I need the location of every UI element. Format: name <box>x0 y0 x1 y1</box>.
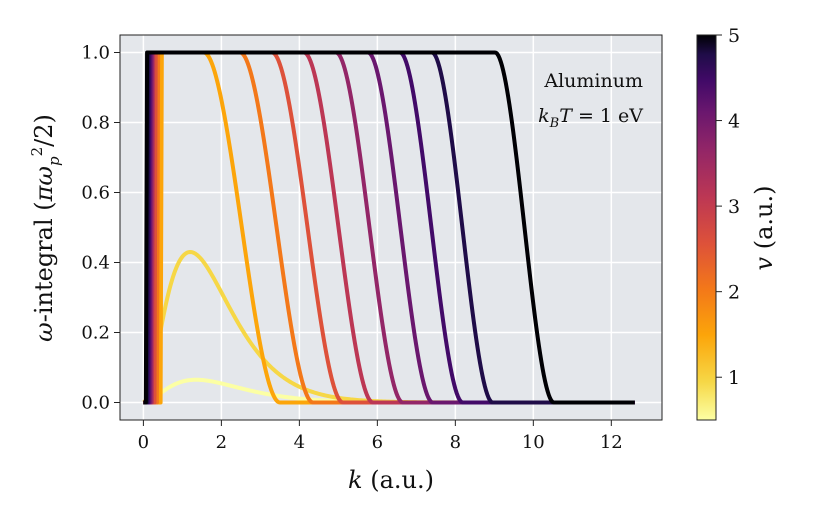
series-line-v=5.5 <box>142 50 636 405</box>
x-axis-label: k (a.u.) <box>348 466 434 494</box>
x-tick-label: 8 <box>450 432 461 453</box>
x-tick-label: 10 <box>522 432 545 453</box>
y-tick-label: 0.6 <box>81 183 110 204</box>
colorbar <box>697 35 716 420</box>
colorbar-tick-label: 3 <box>728 196 740 218</box>
series-group <box>142 50 636 405</box>
annotation-material: Aluminum <box>543 70 643 92</box>
y-tick-label: 1.0 <box>81 43 110 64</box>
y-tick-label: 0.0 <box>81 393 110 414</box>
annotation-temperature: kBT = 1 eV <box>538 105 643 131</box>
y-axis: 0.0 0.2 0.4 0.6 0.8 1.0 <box>81 43 120 414</box>
colorbar-tick-label: 1 <box>728 367 740 389</box>
colorbar-tick-label: 5 <box>728 25 740 47</box>
plot-area <box>120 35 662 420</box>
x-tick-label: 2 <box>216 432 227 453</box>
x-tick-label: 4 <box>294 432 305 453</box>
colorbar-tick-label: 4 <box>728 111 740 133</box>
x-tick-label: 12 <box>600 432 623 453</box>
y-tick-label: 0.2 <box>81 323 110 344</box>
x-tick-label: 6 <box>372 432 383 453</box>
colorbar-label: v (a.u.) <box>750 186 778 271</box>
y-axis-label: ω-integral (πωp2/2) <box>28 114 63 342</box>
colorbar-frame <box>696 34 717 421</box>
colorbar-ticks: 1 2 3 4 5 <box>716 25 740 389</box>
y-tick-label: 0.8 <box>81 113 110 134</box>
x-tick-label: 0 <box>138 432 149 453</box>
y-tick-label: 0.4 <box>81 253 110 274</box>
x-axis: 0 2 4 6 8 10 12 <box>138 420 623 453</box>
colorbar-tick-label: 2 <box>728 282 740 304</box>
plot-frame <box>119 34 663 421</box>
